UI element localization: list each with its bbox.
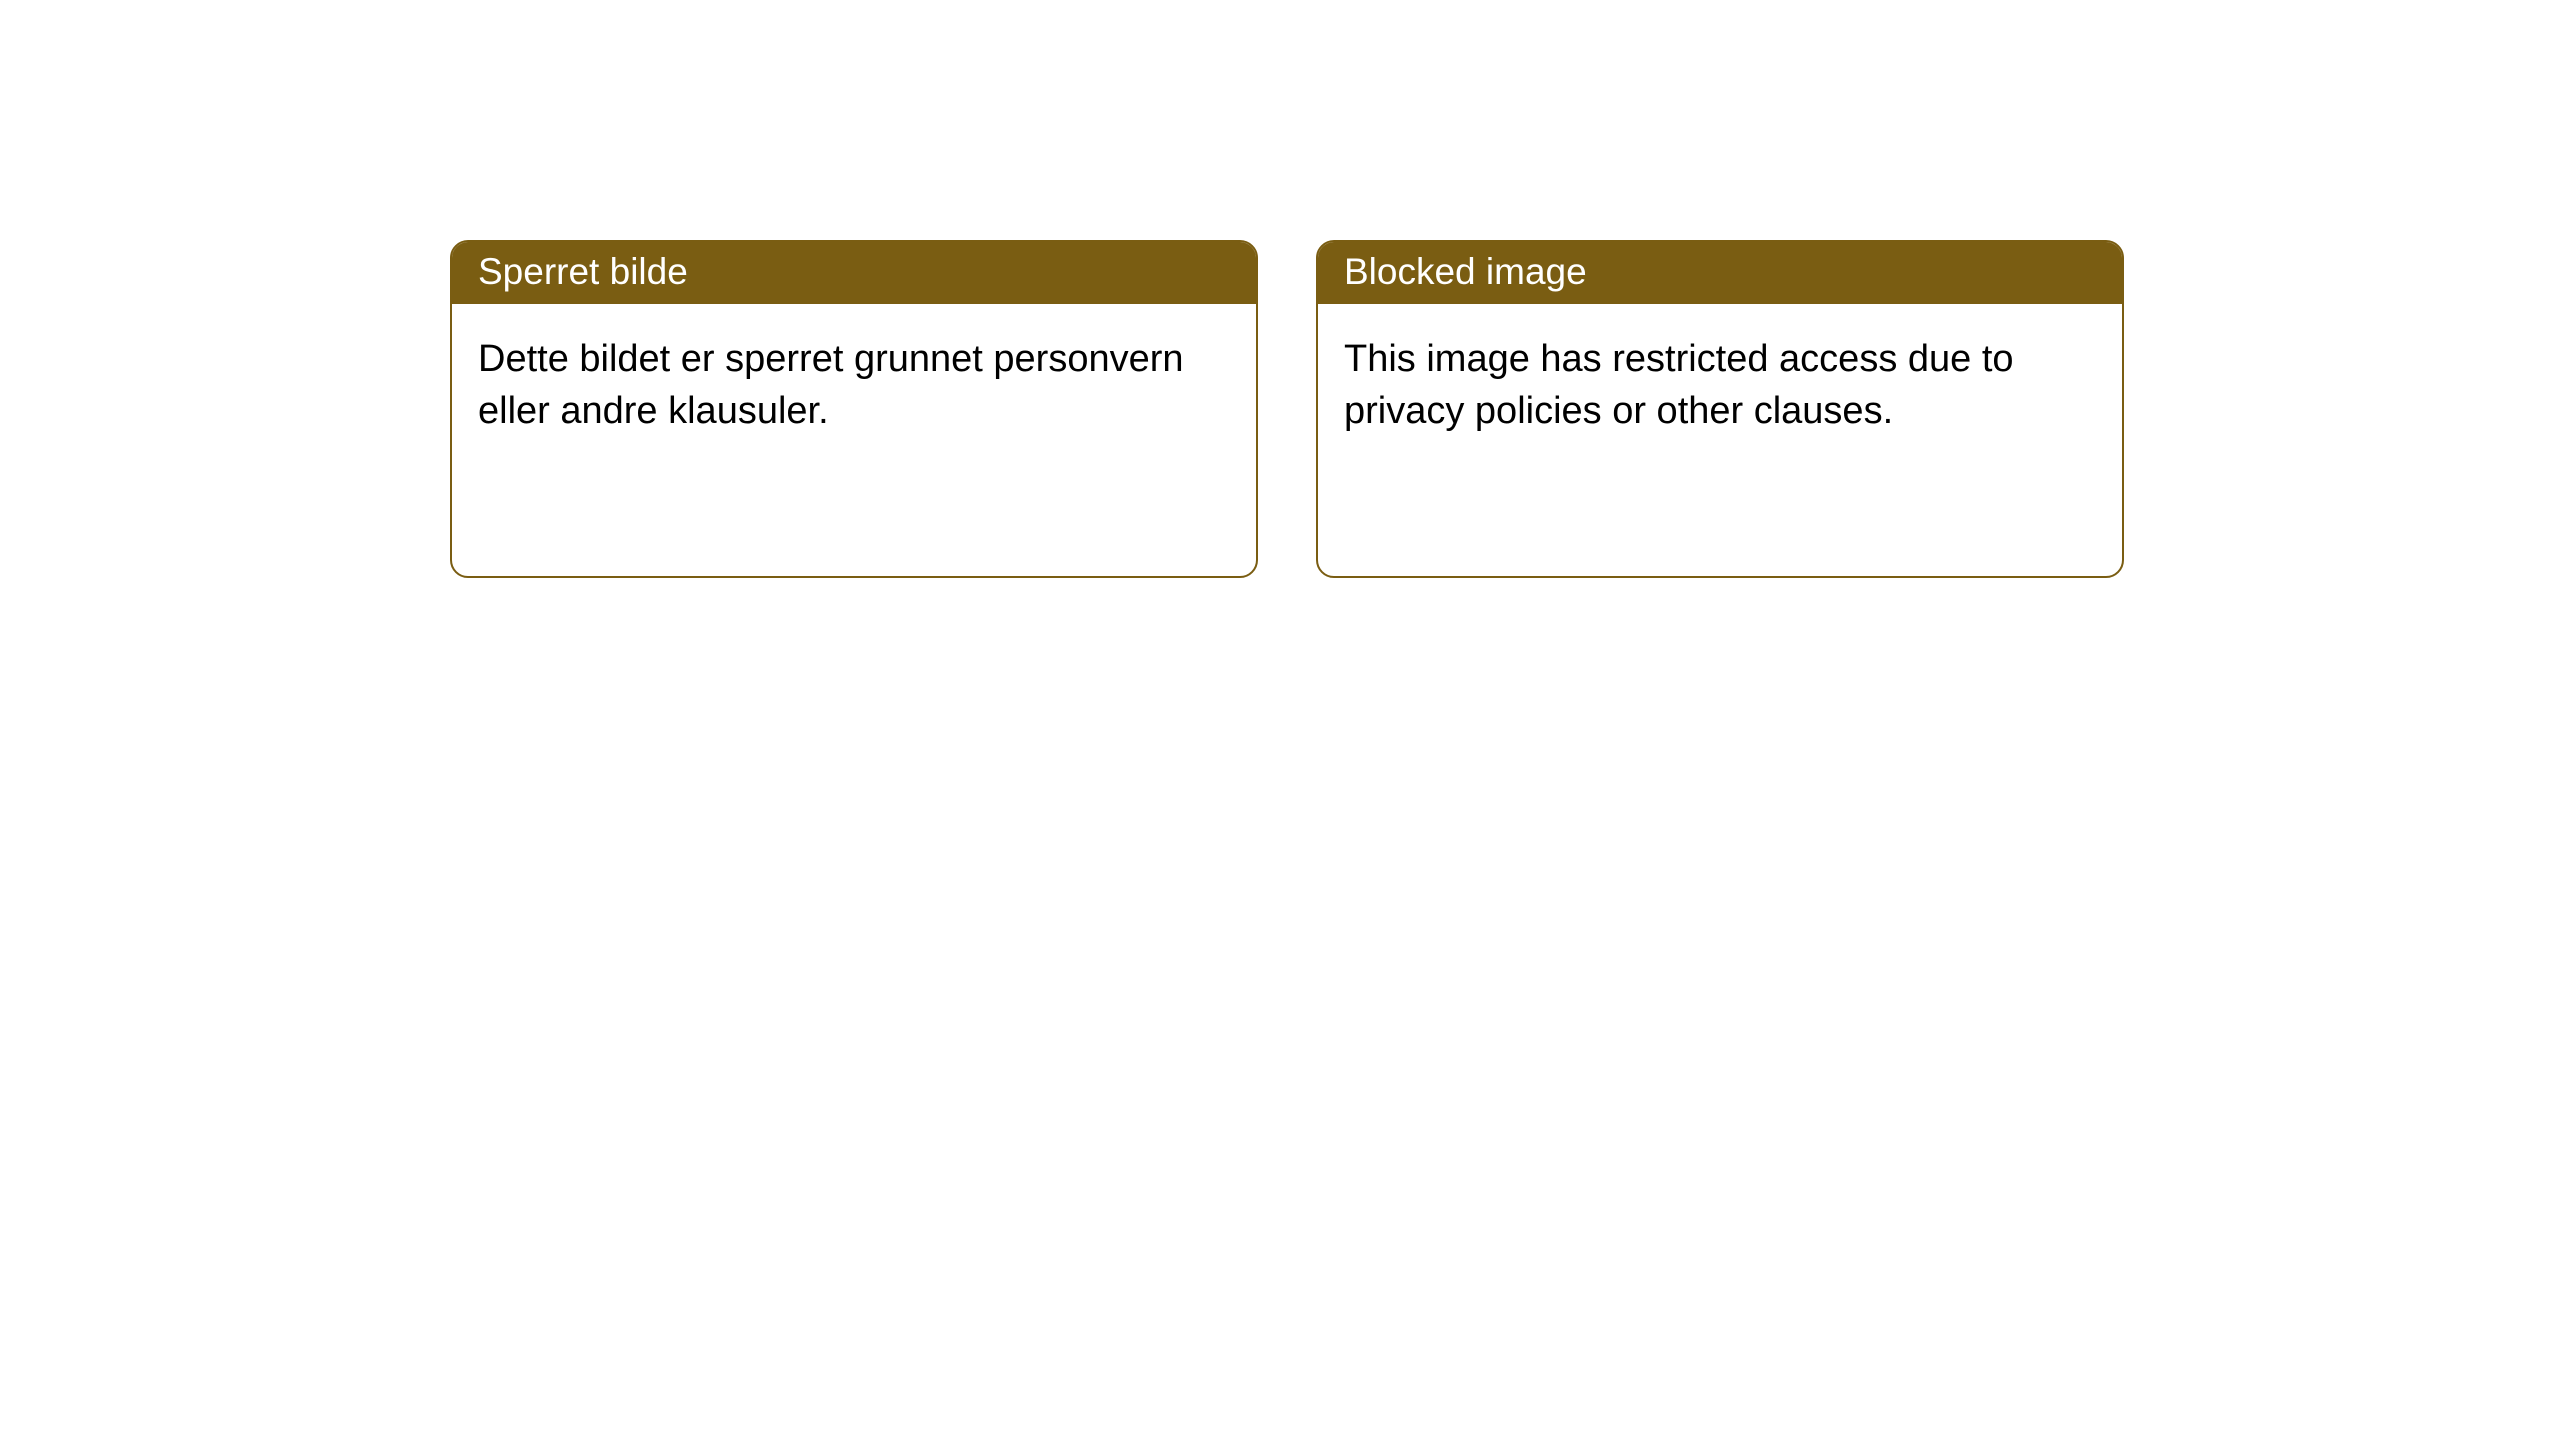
card-body-no: Dette bildet er sperret grunnet personve… <box>452 304 1256 467</box>
card-title-no: Sperret bilde <box>452 242 1256 304</box>
cards-container: Sperret bilde Dette bildet er sperret gr… <box>0 0 2560 578</box>
card-title-en: Blocked image <box>1318 242 2122 304</box>
blocked-image-card-no: Sperret bilde Dette bildet er sperret gr… <box>450 240 1258 578</box>
card-body-en: This image has restricted access due to … <box>1318 304 2122 467</box>
blocked-image-card-en: Blocked image This image has restricted … <box>1316 240 2124 578</box>
